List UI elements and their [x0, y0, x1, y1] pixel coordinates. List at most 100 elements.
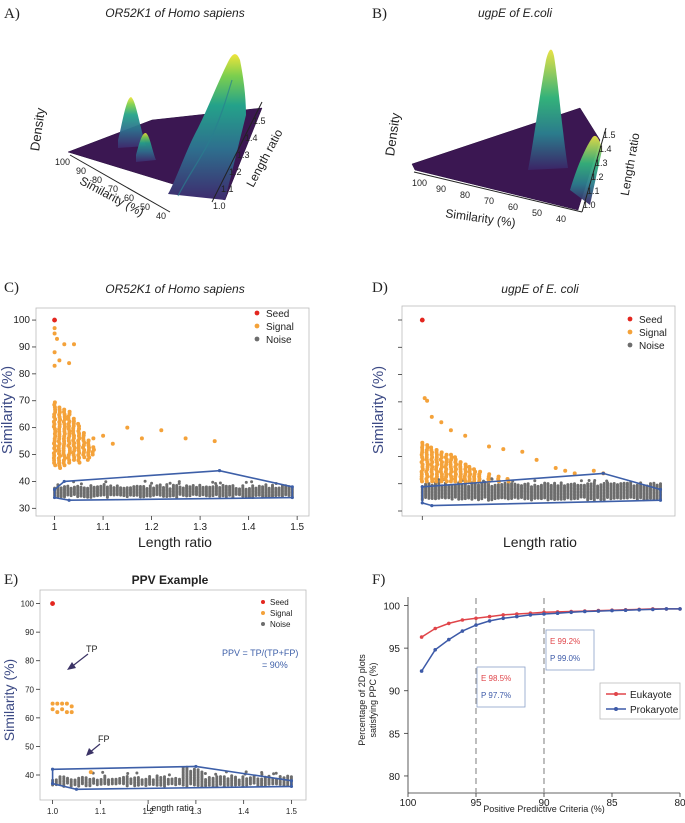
signal-point	[71, 416, 76, 421]
noise-point	[260, 772, 264, 776]
legend-signal-marker	[627, 329, 633, 335]
noise-point	[503, 481, 507, 485]
hull-vertex	[52, 495, 57, 500]
panel-d-xlabel: Length ratio	[503, 534, 577, 550]
y-tick-label: 100	[383, 602, 400, 613]
callout-95-e: E 98.5%	[481, 674, 511, 683]
noise-point	[166, 777, 170, 781]
hull-vertex	[67, 498, 71, 502]
noise-point	[556, 484, 560, 488]
legend-seed-label: Seed	[270, 598, 289, 607]
noise-point	[181, 486, 185, 490]
noise-point	[219, 775, 222, 779]
noise-point	[659, 482, 662, 486]
noise-point	[88, 777, 92, 781]
tick: 1.2	[591, 172, 604, 182]
noise-point	[587, 479, 591, 482]
signal-point	[60, 707, 65, 712]
panel-e-legend: Seed Signal Noise	[261, 598, 292, 629]
legend-noise-label: Noise	[270, 620, 291, 629]
signal-point	[472, 467, 476, 472]
tick: 70	[108, 184, 118, 194]
legend-noise-marker	[261, 622, 265, 626]
noise-point	[490, 477, 494, 481]
noise-point	[272, 772, 276, 776]
noise-point	[140, 778, 144, 782]
y-tick-label: 70	[19, 396, 31, 407]
noise-point	[82, 486, 86, 490]
noise-point	[579, 483, 583, 487]
legend-noise-label: Noise	[266, 335, 292, 346]
x-tick-label: 1.4	[238, 807, 250, 816]
noise-point	[569, 482, 573, 486]
noise-point	[222, 775, 226, 779]
noise-point	[178, 485, 182, 489]
noise-point	[155, 774, 159, 778]
signal-point	[183, 436, 188, 441]
signal-point	[534, 457, 539, 462]
x-tick-label: 90	[538, 798, 550, 809]
noise-point	[616, 483, 619, 487]
panel-c-xlabel: Length ratio	[138, 534, 212, 550]
tick: 1.5	[253, 116, 266, 126]
noise-point	[136, 776, 140, 779]
signal-point	[52, 350, 57, 355]
callout-90-e: E 99.2%	[550, 637, 580, 646]
panel-b-sim-axis	[413, 171, 583, 213]
noise-point	[228, 484, 232, 488]
noise-point	[278, 775, 282, 778]
y-tick-label: 60	[25, 714, 34, 723]
y-tick-label: 90	[25, 628, 34, 637]
series-point-prokaryote	[515, 614, 519, 619]
legend-signal-marker	[261, 611, 265, 615]
noise-point	[602, 481, 606, 485]
legend-seed-label: Seed	[266, 309, 289, 320]
signal-point	[69, 710, 74, 715]
noise-point	[204, 485, 208, 489]
signal-point	[64, 710, 69, 715]
series-point-prokaryote	[610, 608, 614, 613]
panel-e-ylabel: Similarity (%)	[1, 659, 17, 741]
x-tick-label: 1.1	[95, 807, 107, 816]
noise-point	[125, 775, 129, 778]
noise-point	[165, 483, 169, 487]
noise-point	[218, 481, 222, 485]
noise-point	[533, 479, 537, 483]
noise-point	[563, 484, 566, 488]
legend-seed-marker	[261, 600, 265, 604]
panel-d-title: ugpE of E. coli	[501, 282, 579, 296]
noise-point	[622, 481, 626, 485]
series-point-prokaryote	[651, 607, 655, 612]
noise-point	[168, 487, 172, 491]
signal-point	[467, 464, 472, 469]
tick: 60	[124, 193, 134, 203]
noise-point	[251, 484, 255, 488]
noise-point	[185, 484, 189, 488]
noise-point	[543, 481, 547, 485]
noise-point	[152, 486, 156, 490]
series-point-eukayote	[487, 614, 492, 619]
noise-point	[536, 484, 540, 488]
noise-point	[267, 486, 271, 490]
noise-point	[150, 481, 154, 485]
ppv-value: = 90%	[262, 660, 288, 670]
signal-point	[425, 443, 430, 448]
tick: 1.4	[245, 133, 258, 143]
noise-point	[277, 486, 281, 490]
signal-point	[67, 361, 72, 366]
noise-point	[496, 483, 500, 487]
signal-point	[429, 445, 434, 450]
noise-point	[244, 480, 248, 484]
series-point-prokaryote	[433, 648, 438, 652]
noise-point	[196, 768, 200, 772]
hull-vertex	[52, 487, 57, 492]
panel-d-label: D)	[372, 280, 388, 296]
noise-point	[520, 484, 523, 488]
noise-point	[103, 774, 107, 778]
noise-point	[119, 486, 123, 490]
legend-seed-marker	[254, 310, 260, 316]
series-point-prokaryote	[447, 637, 451, 642]
signal-point	[81, 431, 86, 435]
noise-point	[549, 483, 553, 487]
